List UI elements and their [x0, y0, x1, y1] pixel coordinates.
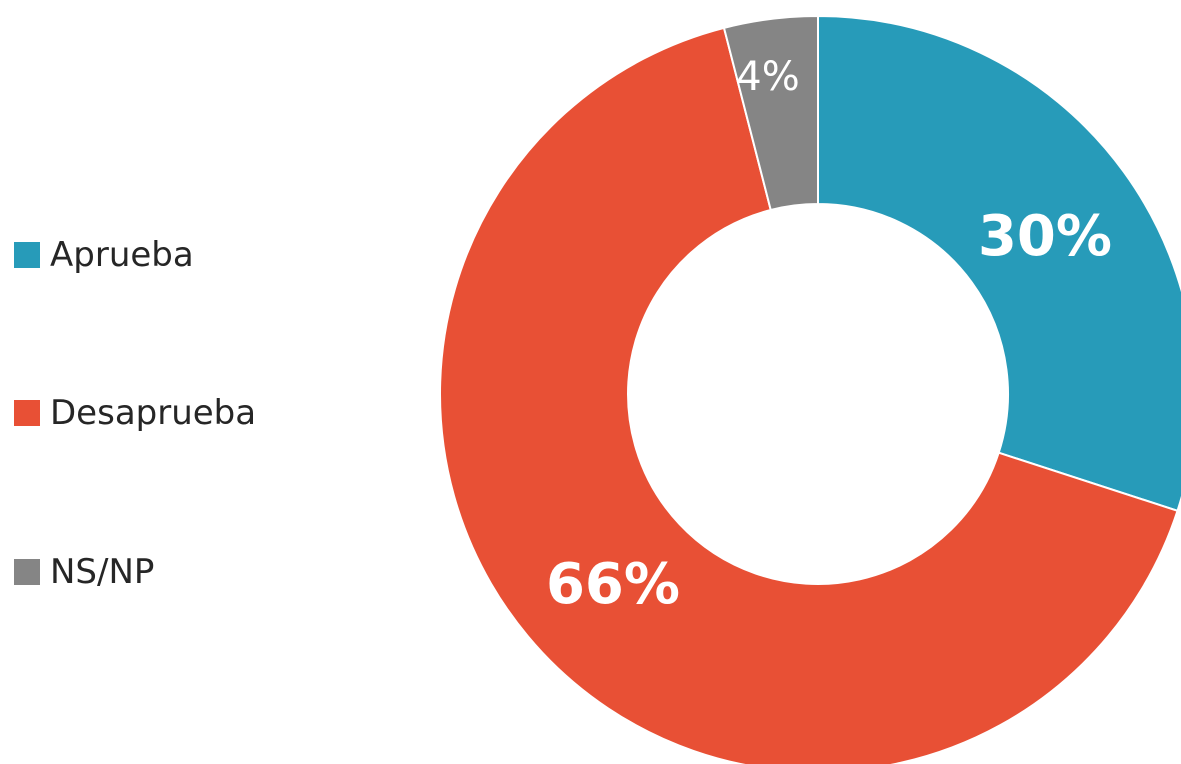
legend-swatch-desaprueba [14, 400, 40, 426]
legend-swatch-nsnp [14, 559, 40, 585]
legend-item-aprueba: Aprueba [14, 230, 194, 280]
data-label-desaprueba: 66% [546, 552, 680, 617]
legend-item-desaprueba: Desaprueba [14, 388, 256, 438]
legend-label-aprueba: Aprueba [50, 235, 194, 275]
legend-label-nsnp: NS/NP [50, 552, 155, 592]
legend-label-desaprueba: Desaprueba [50, 393, 257, 433]
donut-slices [439, 14, 1181, 764]
data-label-aprueba: 30% [978, 204, 1112, 269]
data-label-nsnp: 4% [736, 54, 799, 100]
donut-data-labels: 30% 66% 4% [546, 54, 1112, 617]
legend-item-nsnp: NS/NP [14, 547, 154, 597]
slice-nsnp [722, 14, 819, 212]
legend-swatch-aprueba [14, 242, 40, 268]
slice-aprueba [817, 14, 1181, 513]
slice-desaprueba [439, 26, 1179, 764]
